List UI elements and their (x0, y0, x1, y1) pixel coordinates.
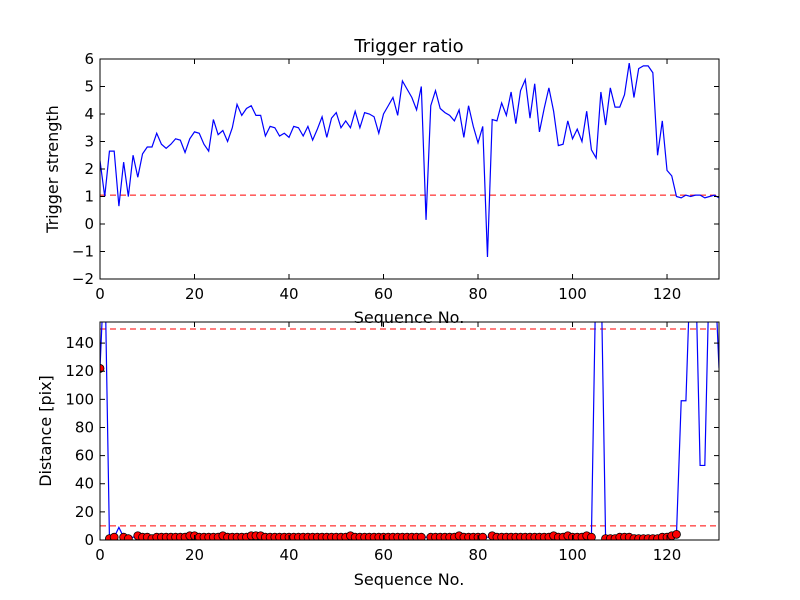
x-tick-label: 100 (558, 285, 587, 303)
y-tick-label: 0 (84, 531, 94, 549)
series-line (100, 63, 719, 258)
y-tick-label: 2 (84, 160, 94, 178)
y-axis-label: Distance [pix] (36, 375, 55, 487)
data-point (100, 364, 105, 373)
x-tick-label: 60 (374, 546, 393, 564)
plot-area (100, 63, 719, 258)
data-point (672, 529, 681, 539)
x-tick-label: 80 (468, 285, 487, 303)
data-point (587, 532, 596, 540)
y-axis-label: Trigger strength (43, 105, 62, 234)
y-tick-label: 0 (84, 215, 94, 233)
distance-panel: Sequence No. Distance [pix] 0 20 40 60 80 100… (36, 321, 720, 589)
plot-frame (99, 321, 720, 541)
x-tick-label: 40 (279, 285, 298, 303)
data-point (416, 532, 426, 540)
x-tick-label: 120 (653, 546, 682, 564)
y-tick-label: 5 (84, 78, 94, 96)
y-tick-label: 6 (84, 50, 94, 68)
x-axis-label: Sequence No. (354, 308, 465, 327)
y-tick-label: 100 (65, 390, 94, 408)
x-tick-label: 0 (95, 285, 105, 303)
plot-area (100, 322, 719, 540)
chart-title: Trigger ratio (353, 36, 463, 57)
x-tick-label: 120 (653, 285, 682, 303)
x-tick-label: 40 (279, 546, 298, 564)
y-tick-label: 20 (75, 503, 94, 521)
x-tick-label: 0 (95, 546, 105, 564)
plot-frame (99, 58, 720, 280)
x-tick-label: 60 (374, 285, 393, 303)
trigger-ratio-panel: Trigger ratio Sequence No. Trigger stren… (43, 36, 720, 327)
x-tick-label: 100 (558, 546, 587, 564)
x-tick-label: 80 (468, 546, 487, 564)
y-tick-label: 4 (84, 105, 94, 123)
y-tick-label: 80 (75, 418, 94, 436)
y-tick-label: 3 (84, 133, 94, 151)
x-tick-label: 20 (185, 285, 204, 303)
data-point (478, 532, 488, 540)
y-tick-label: 1 (84, 188, 94, 206)
x-tick-label: 20 (185, 546, 204, 564)
y-tick-label: 60 (75, 447, 94, 465)
data-point (123, 534, 133, 540)
y-tick-label: −2 (72, 270, 94, 288)
y-tick-label: 140 (65, 334, 94, 352)
y-tick-label: −1 (72, 243, 94, 261)
y-tick-label: 40 (75, 475, 94, 493)
data-point (109, 532, 119, 540)
x-axis-label: Sequence No. (354, 570, 465, 589)
y-tick-label: 120 (65, 362, 94, 380)
